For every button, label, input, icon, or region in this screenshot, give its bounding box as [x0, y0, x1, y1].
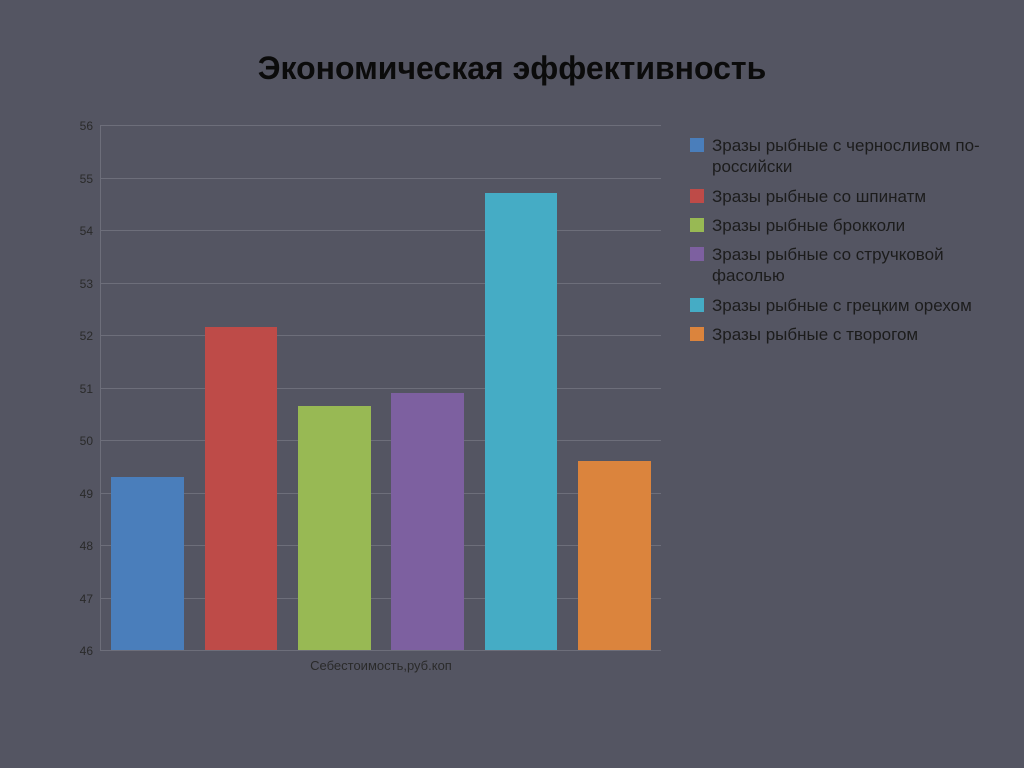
legend-label: Зразы рыбные с творогом — [712, 324, 990, 345]
legend-label: Зразы рыбные брокколи — [712, 215, 990, 236]
y-tick-label: 53 — [80, 277, 101, 291]
bar-slot — [101, 125, 194, 650]
legend-swatch — [690, 138, 704, 152]
chart-bars — [101, 125, 661, 650]
y-tick-label: 52 — [80, 329, 101, 343]
legend-item: Зразы рыбные с творогом — [690, 324, 990, 345]
bar-slot — [568, 125, 661, 650]
legend-item: Зразы рыбные с черносливом по-российски — [690, 135, 990, 178]
legend-swatch — [690, 327, 704, 341]
y-tick-label: 49 — [80, 487, 101, 501]
bar-slot — [381, 125, 474, 650]
bar — [298, 406, 371, 650]
y-tick-label: 46 — [80, 644, 101, 658]
slide: Экономическая эффективность 464748495051… — [0, 0, 1024, 768]
bar-slot — [288, 125, 381, 650]
chart-plot-area: 4647484950515253545556 Себестоимость,руб… — [100, 125, 661, 651]
legend-item: Зразы рыбные со стручковой фасолью — [690, 244, 990, 287]
y-tick-label: 54 — [80, 224, 101, 238]
legend-item: Зразы рыбные с грецким орехом — [690, 295, 990, 316]
legend-swatch — [690, 189, 704, 203]
y-tick-label: 55 — [80, 172, 101, 186]
bar-slot — [194, 125, 287, 650]
legend-swatch — [690, 298, 704, 312]
y-tick-label: 48 — [80, 539, 101, 553]
legend-label: Зразы рыбные со стручковой фасолью — [712, 244, 990, 287]
y-tick-label: 47 — [80, 592, 101, 606]
bar — [205, 327, 278, 650]
chart-title: Экономическая эффективность — [0, 50, 1024, 87]
bar — [391, 393, 464, 650]
bar — [111, 477, 184, 650]
legend-label: Зразы рыбные с черносливом по-российски — [712, 135, 990, 178]
legend-label: Зразы рыбные со шпинатм — [712, 186, 990, 207]
bar-slot — [474, 125, 567, 650]
bar — [485, 193, 558, 650]
legend-item: Зразы рыбные брокколи — [690, 215, 990, 236]
legend-swatch — [690, 247, 704, 261]
y-tick-label: 51 — [80, 382, 101, 396]
chart-legend: Зразы рыбные с черносливом по-российски З… — [690, 135, 990, 353]
legend-label: Зразы рыбные с грецким орехом — [712, 295, 990, 316]
y-tick-label: 50 — [80, 434, 101, 448]
legend-swatch — [690, 218, 704, 232]
y-tick-label: 56 — [80, 119, 101, 133]
legend-item: Зразы рыбные со шпинатм — [690, 186, 990, 207]
x-axis-label: Себестоимость,руб.коп — [101, 650, 661, 673]
bar — [578, 461, 651, 650]
